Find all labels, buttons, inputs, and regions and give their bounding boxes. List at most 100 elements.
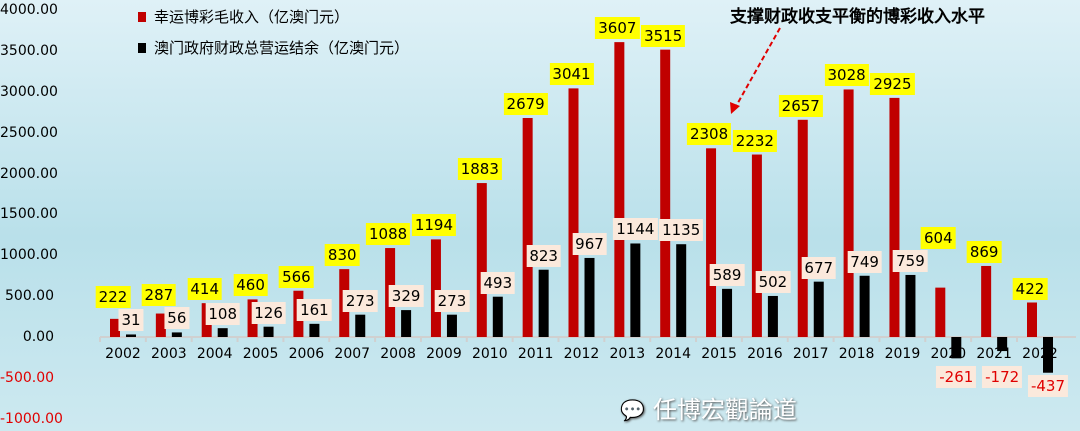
data-label-fiscal-balance: 273 xyxy=(342,289,378,312)
x-tick-label: 2018 xyxy=(838,346,875,362)
bar-gaming-revenue xyxy=(1027,302,1037,337)
bar-gaming-revenue xyxy=(614,42,625,338)
bar-fiscal-balance xyxy=(126,334,136,337)
data-label-fiscal-balance: -172 xyxy=(982,366,1023,388)
data-label-fiscal-balance: 161 xyxy=(297,298,332,321)
y-tick-label: -1000.00 xyxy=(0,410,63,427)
y-tick-label: 2000.00 xyxy=(0,165,58,182)
y-tick-label: 1500.00 xyxy=(0,206,58,223)
bar-fiscal-balance xyxy=(722,288,733,337)
bar-fiscal-balance xyxy=(355,314,366,337)
data-label-fiscal-balance: 126 xyxy=(251,301,286,324)
x-tick-label: 2017 xyxy=(792,346,829,362)
y-tick-label: 1000.00 xyxy=(0,247,58,264)
data-label-gaming-revenue: 1194 xyxy=(411,214,457,237)
data-label-gaming-revenue: 2657 xyxy=(778,94,823,117)
data-label-gaming-revenue: 830 xyxy=(324,244,360,267)
x-tick-label: 2005 xyxy=(242,346,279,362)
x-tick-label: 2019 xyxy=(884,346,921,362)
bar-fiscal-balance xyxy=(859,275,870,337)
bar-fiscal-balance xyxy=(217,328,228,337)
x-tick-label: 2020 xyxy=(930,346,967,362)
bar-fiscal-balance xyxy=(446,314,457,337)
watermark: 💬 任博宏觀論道 xyxy=(620,396,797,424)
bar-gaming-revenue xyxy=(843,89,854,337)
data-label-fiscal-balance: 502 xyxy=(755,270,791,293)
bar-gaming-revenue xyxy=(935,287,946,337)
data-label-fiscal-balance: 749 xyxy=(847,250,882,273)
y-tick-label: 0.00 xyxy=(22,329,54,345)
bar-gaming-revenue xyxy=(476,183,487,337)
data-label-fiscal-balance: 677 xyxy=(801,256,837,279)
y-tick-label: 4000.00 xyxy=(0,2,58,18)
data-label-gaming-revenue: 566 xyxy=(279,265,314,288)
bar-fiscal-balance xyxy=(538,269,549,337)
bar-gaming-revenue xyxy=(751,154,762,337)
bar-gaming-revenue xyxy=(981,265,992,337)
data-label-gaming-revenue: 604 xyxy=(920,226,956,249)
legend-swatch-red xyxy=(138,11,146,22)
bar-gaming-revenue xyxy=(430,239,441,337)
x-tick-label: 2016 xyxy=(747,346,783,362)
x-tick-label: 2012 xyxy=(563,346,600,362)
data-label-gaming-revenue: 2679 xyxy=(503,92,548,115)
data-label-fiscal-balance: 108 xyxy=(205,303,241,326)
annotation-arrow xyxy=(734,27,781,109)
bar-fiscal-balance xyxy=(309,323,320,337)
data-label-gaming-revenue: 422 xyxy=(1012,277,1048,300)
data-label-fiscal-balance: 1135 xyxy=(659,219,704,242)
data-label-gaming-revenue: 1088 xyxy=(366,223,411,246)
x-tick-label: 2003 xyxy=(151,346,187,362)
x-tick-label: 2014 xyxy=(655,346,692,362)
y-tick-label: 500.00 xyxy=(5,288,54,305)
data-label-gaming-revenue: 414 xyxy=(187,278,223,301)
legend-label: 澳门政府财政总营运结余（亿澳门元） xyxy=(154,39,410,57)
data-label-fiscal-balance: 273 xyxy=(434,289,470,312)
data-label-fiscal-balance: 329 xyxy=(388,285,424,308)
bar-gaming-revenue xyxy=(889,97,900,337)
x-tick-label: 2004 xyxy=(196,346,233,362)
y-tick-label: -500.00 xyxy=(0,369,55,386)
x-tick-label: 2013 xyxy=(609,346,646,362)
data-label-gaming-revenue: 3028 xyxy=(824,64,869,87)
bar-gaming-revenue xyxy=(660,49,671,338)
data-label-fiscal-balance: 1144 xyxy=(613,218,658,241)
x-tick-label: 2007 xyxy=(334,346,371,362)
x-tick-label: 2010 xyxy=(471,346,508,362)
data-label-gaming-revenue: 3041 xyxy=(549,63,594,86)
legend-swatch-black xyxy=(138,42,146,53)
legend-label: 幸运博彩毛收入（亿澳门元） xyxy=(154,8,350,26)
legend-item-fiscal-balance: 澳门政府财政总营运结余（亿澳门元） xyxy=(138,37,409,58)
y-tick-label: 3500.00 xyxy=(0,42,58,59)
data-label-gaming-revenue: 2925 xyxy=(870,72,915,95)
data-label-gaming-revenue: 2308 xyxy=(686,123,732,146)
x-tick-label: 2022 xyxy=(1022,346,1058,362)
data-label-gaming-revenue: 3607 xyxy=(595,17,640,40)
bar-fiscal-balance xyxy=(263,326,274,337)
data-label-gaming-revenue: 869 xyxy=(966,240,1002,263)
data-label-gaming-revenue: 2232 xyxy=(732,129,777,152)
bar-gaming-revenue xyxy=(155,313,166,337)
bar-gaming-revenue xyxy=(110,318,120,337)
data-label-fiscal-balance: -437 xyxy=(1027,374,1069,397)
bar-gaming-revenue xyxy=(522,117,533,337)
x-tick-label: 2006 xyxy=(288,346,325,362)
data-label-fiscal-balance: 967 xyxy=(572,232,607,255)
x-tick-label: 2008 xyxy=(380,346,416,362)
data-label-gaming-revenue: 3515 xyxy=(641,24,686,47)
annotation-text: 支撑财政收支平衡的博彩收入水平 xyxy=(730,7,985,27)
bar-gaming-revenue xyxy=(797,119,808,337)
bar-fiscal-balance xyxy=(584,257,595,337)
data-label-gaming-revenue: 460 xyxy=(233,274,268,297)
x-tick-label: 2011 xyxy=(517,346,554,362)
bar-fiscal-balance xyxy=(951,337,962,359)
data-label-fiscal-balance: 823 xyxy=(526,244,561,267)
x-tick-label: 2015 xyxy=(701,346,737,362)
watermark-text: 任博宏觀論道 xyxy=(652,396,797,424)
bar-fiscal-balance xyxy=(401,310,412,337)
x-tick-label: 2009 xyxy=(426,346,462,362)
wechat-icon: 💬 xyxy=(620,398,645,422)
data-label-fiscal-balance: 493 xyxy=(480,271,516,294)
data-label-fiscal-balance: 56 xyxy=(164,307,190,330)
